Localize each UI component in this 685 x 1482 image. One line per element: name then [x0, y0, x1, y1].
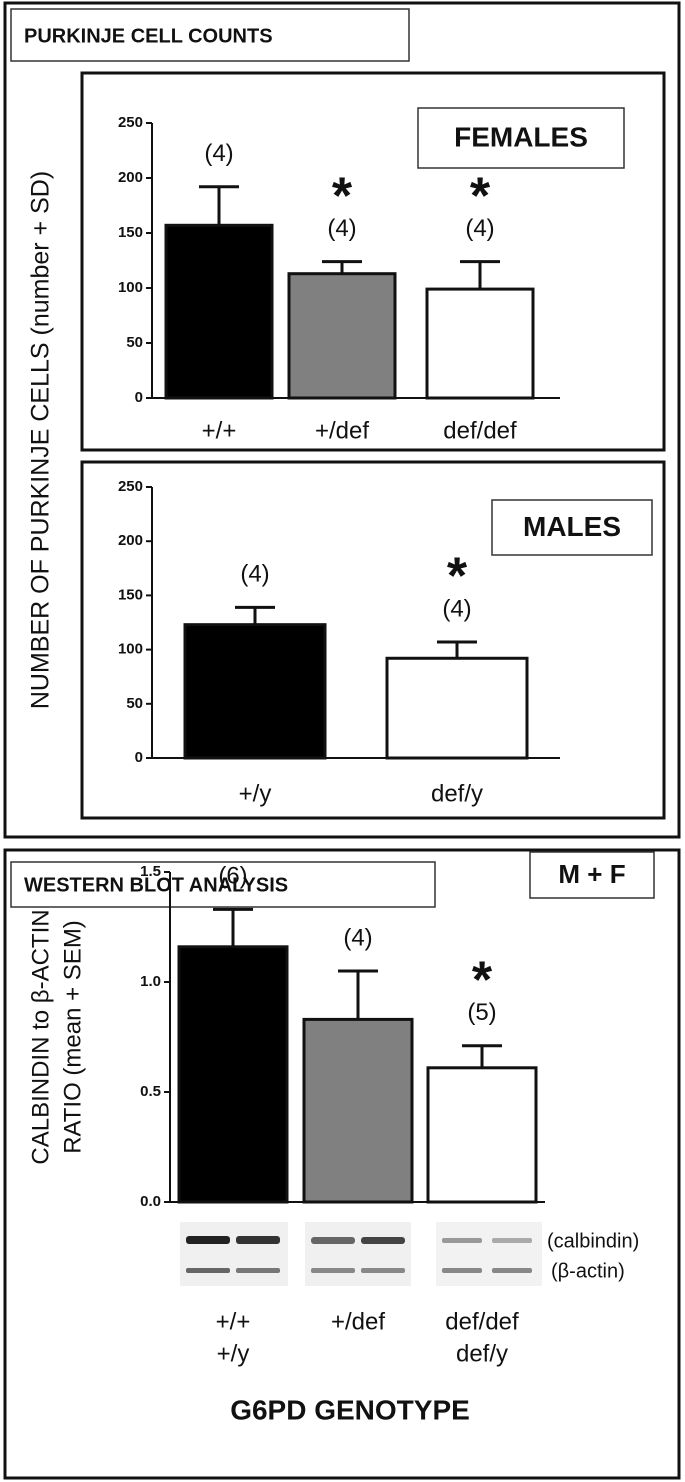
x-tick-label: +/y	[217, 1340, 250, 1367]
x-tick-label: +/+	[202, 417, 237, 444]
x-tick-label: def/y	[456, 1340, 508, 1367]
y-tick-label: 1.5	[140, 863, 161, 880]
y-tick-label: 0.5	[140, 1083, 161, 1100]
y-tick-label: 150	[118, 224, 143, 241]
y-tick-label: 100	[118, 279, 143, 296]
n-label: (4)	[204, 140, 233, 167]
y-tick-label: 0	[135, 389, 143, 406]
label-box-text: FEMALES	[454, 121, 588, 152]
y-tick-label: 0	[135, 749, 143, 766]
panel-title: WESTERN BLOT ANALYSIS	[24, 874, 288, 896]
y-tick-label: 200	[118, 169, 143, 186]
y-tick-label: 100	[118, 641, 143, 658]
n-label: (4)	[343, 924, 372, 951]
significance-star: *	[470, 167, 491, 225]
y-tick-label: 200	[118, 532, 143, 549]
y-tick-label: 250	[118, 478, 143, 495]
bar	[177, 945, 289, 1204]
x-tick-label: +/y	[239, 780, 272, 807]
bar	[302, 1017, 414, 1204]
significance-star: *	[472, 952, 493, 1010]
x-axis-label: G6PD GENOTYPE	[230, 1394, 470, 1425]
n-label: (4)	[442, 595, 471, 622]
x-tick-label: +/def	[331, 1308, 385, 1335]
n-label: (4)	[240, 561, 269, 588]
label-box-text: M + F	[558, 859, 625, 889]
blot	[180, 1222, 542, 1286]
panel-title-box	[10, 8, 410, 62]
blot-label: (calbindin)	[547, 1230, 639, 1252]
blot-label: (β-actin)	[551, 1260, 625, 1282]
panel-title-box	[10, 861, 436, 908]
y-tick-label: 250	[118, 114, 143, 131]
significance-star: *	[447, 548, 468, 606]
n-label: (6)	[218, 863, 247, 890]
n-label: (4)	[465, 215, 494, 242]
x-tick-label: +/def	[315, 417, 369, 444]
y-tick-label: 50	[126, 334, 143, 351]
x-tick-label: def/def	[443, 417, 517, 444]
significance-star: *	[332, 167, 353, 225]
label-box-text: MALES	[523, 511, 621, 542]
x-tick-label: def/y	[431, 780, 483, 807]
x-tick-label: def/def	[445, 1308, 519, 1335]
y-axis-label: NUMBER OF PURKINJE CELLS (number + SD)	[27, 171, 55, 709]
y-tick-label: 50	[126, 695, 143, 712]
panel-title: PURKINJE CELL COUNTS	[24, 25, 273, 47]
y-tick-label: 0.0	[140, 1193, 161, 1210]
y-axis-label: RATIO (mean + SEM)	[59, 920, 86, 1154]
bar	[183, 623, 327, 760]
label-box	[529, 851, 655, 899]
bar	[426, 1066, 538, 1204]
n-label: (5)	[467, 999, 496, 1026]
label-box	[491, 499, 653, 556]
bar	[425, 287, 535, 400]
y-axis-label: CALBINDIN to β-ACTIN	[27, 909, 54, 1164]
bar	[164, 223, 274, 400]
n-label: (4)	[327, 215, 356, 242]
y-tick-label: 150	[118, 586, 143, 603]
y-tick-label: 1.0	[140, 973, 161, 990]
label-box	[417, 107, 625, 169]
bar	[385, 656, 529, 760]
x-tick-label: +/+	[216, 1308, 251, 1335]
bar	[287, 272, 397, 400]
